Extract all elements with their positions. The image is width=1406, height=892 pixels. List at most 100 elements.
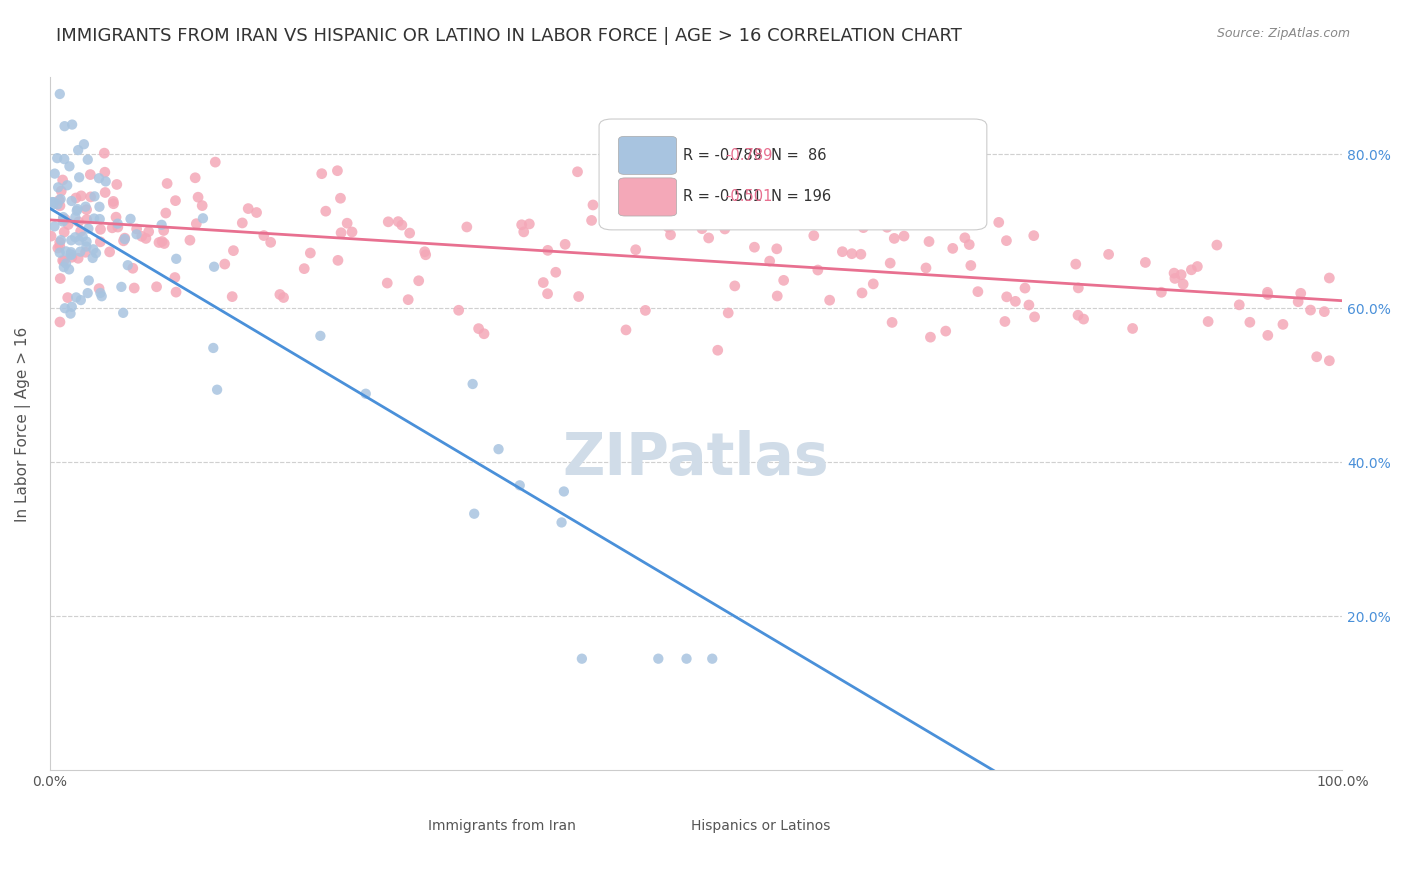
Point <box>707 211 730 226</box>
Point <box>52 212 75 227</box>
Point <box>67 234 90 248</box>
Point <box>94 165 117 179</box>
Point <box>93 146 115 161</box>
Point <box>75 239 97 253</box>
Point <box>53 152 76 166</box>
Point <box>1271 318 1294 332</box>
Point <box>60 245 83 260</box>
Point <box>65 290 87 304</box>
Point <box>94 174 117 188</box>
Point <box>330 226 353 240</box>
Point <box>49 192 72 206</box>
Point <box>377 215 399 229</box>
Point <box>1018 298 1040 312</box>
Point <box>79 168 101 182</box>
Point <box>76 153 98 167</box>
Point <box>202 260 225 274</box>
Point <box>53 212 76 227</box>
Point <box>60 233 83 247</box>
Point <box>807 263 830 277</box>
Point <box>702 651 724 665</box>
Point <box>165 252 187 266</box>
Point <box>49 271 72 285</box>
Point <box>112 234 135 248</box>
Point <box>135 231 157 245</box>
Point <box>717 306 740 320</box>
Point <box>463 507 485 521</box>
Point <box>994 314 1017 328</box>
Point <box>995 290 1018 304</box>
Point <box>550 516 572 530</box>
Point <box>513 225 536 239</box>
Point <box>995 234 1018 248</box>
Point <box>375 276 398 290</box>
Point <box>56 291 79 305</box>
Point <box>67 252 90 266</box>
Point <box>488 442 510 457</box>
Point <box>690 221 713 235</box>
Point <box>83 189 105 203</box>
Point <box>509 478 531 492</box>
Point <box>1064 257 1087 271</box>
Point <box>880 315 903 329</box>
Point <box>467 321 489 335</box>
Point <box>58 218 80 232</box>
Point <box>396 293 419 307</box>
Point <box>1097 247 1119 261</box>
Point <box>163 270 186 285</box>
Point <box>292 261 315 276</box>
Point <box>772 273 794 287</box>
Point <box>110 280 132 294</box>
Point <box>472 326 495 341</box>
Point <box>537 244 560 258</box>
Point <box>39 229 62 244</box>
Point <box>733 185 755 199</box>
Point <box>408 274 430 288</box>
Point <box>326 163 349 178</box>
Point <box>447 303 470 318</box>
Point <box>63 230 86 244</box>
Point <box>58 262 80 277</box>
Y-axis label: In Labor Force | Age > 16: In Labor Force | Age > 16 <box>15 326 31 522</box>
Point <box>1135 255 1157 269</box>
FancyBboxPatch shape <box>619 178 676 216</box>
Text: IMMIGRANTS FROM IRAN VS HISPANIC OR LATINO IN LABOR FORCE | AGE > 16 CORRELATION: IMMIGRANTS FROM IRAN VS HISPANIC OR LATI… <box>56 27 962 45</box>
Point <box>920 330 942 344</box>
Point <box>75 245 97 260</box>
Point <box>42 197 65 211</box>
Point <box>299 246 322 260</box>
Point <box>89 200 111 214</box>
Point <box>191 198 214 212</box>
Point <box>51 184 73 198</box>
Text: -0.501: -0.501 <box>725 189 773 204</box>
Point <box>83 211 105 226</box>
Point <box>84 246 107 260</box>
Point <box>311 167 333 181</box>
Point <box>634 303 657 318</box>
Point <box>336 216 359 230</box>
Point <box>876 220 898 235</box>
Point <box>76 235 98 249</box>
Point <box>918 235 941 249</box>
Point <box>48 194 70 208</box>
Point <box>44 167 66 181</box>
Point <box>153 236 176 251</box>
Text: -0.789: -0.789 <box>725 147 773 162</box>
Point <box>114 232 136 246</box>
Point <box>567 165 589 179</box>
Point <box>647 651 669 665</box>
Point <box>77 221 100 235</box>
Point <box>52 254 75 268</box>
Point <box>117 258 139 272</box>
Point <box>755 205 778 219</box>
Point <box>413 244 436 259</box>
Point <box>70 189 93 203</box>
Point <box>65 211 87 225</box>
Text: Hispanics or Latinos: Hispanics or Latinos <box>690 819 831 833</box>
Point <box>121 261 143 276</box>
Point <box>717 191 740 205</box>
Point <box>851 285 873 300</box>
Point <box>724 279 747 293</box>
Point <box>49 239 72 253</box>
Point <box>52 253 75 268</box>
